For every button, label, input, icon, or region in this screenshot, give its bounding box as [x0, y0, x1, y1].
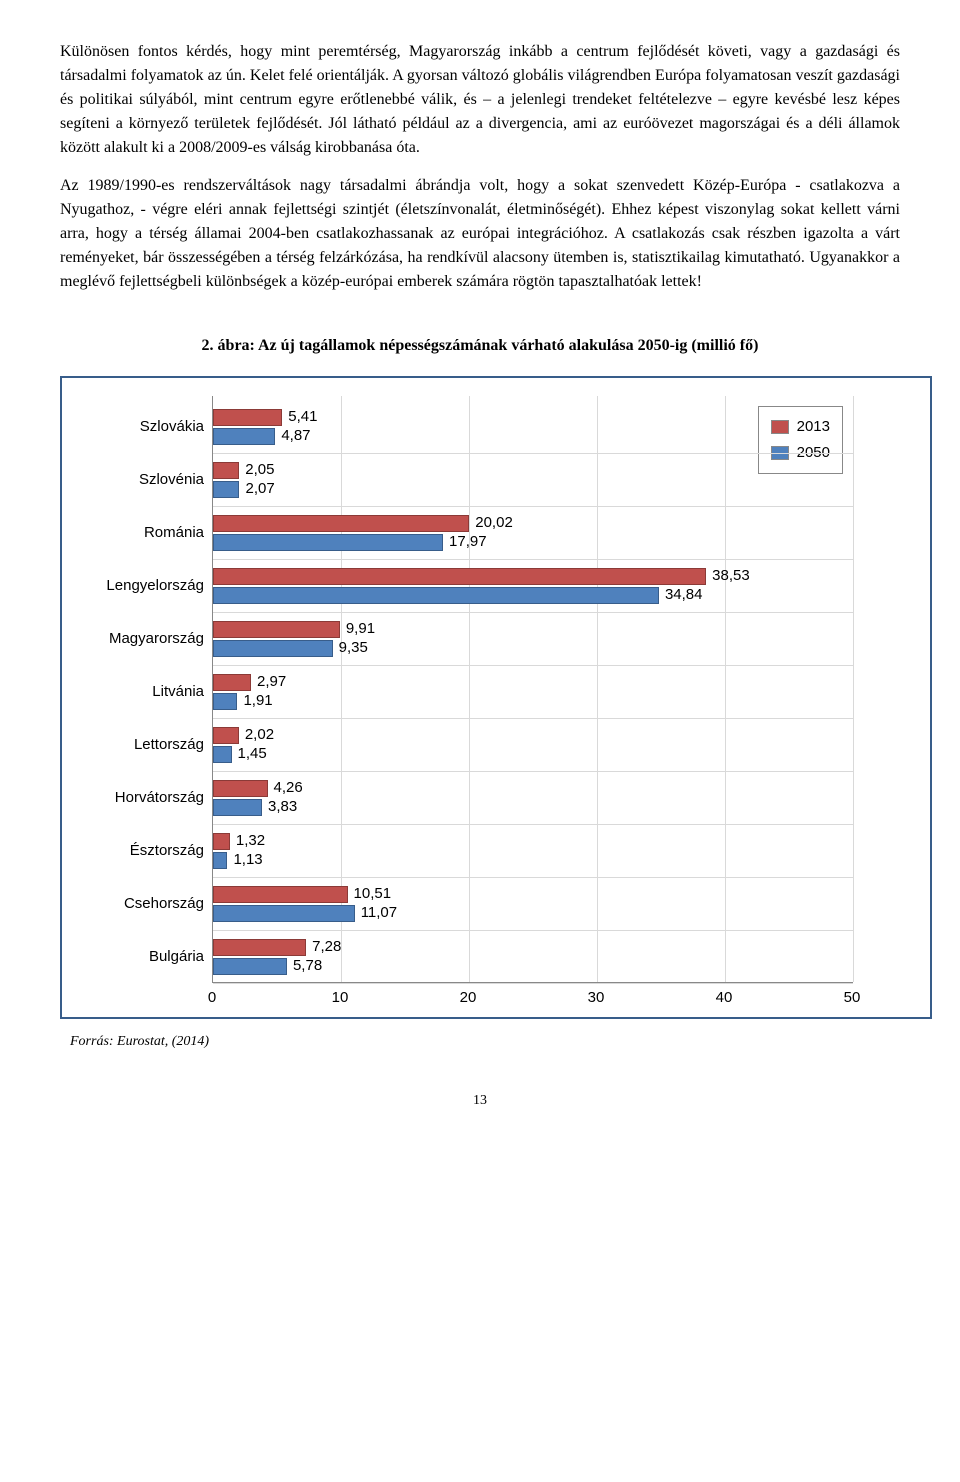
- chart-bar-2050: [213, 428, 275, 445]
- chart-y-labels: Szlovákia Szlovénia Románia Lengyelország Ma…: [82, 396, 212, 982]
- chart-gridline: [725, 396, 726, 982]
- chart-bar-2050: [213, 481, 239, 498]
- chart-x-tick: 0: [208, 987, 216, 1010]
- chart-bar-2050: [213, 852, 227, 869]
- chart-bar-label-2050: 1,13: [233, 849, 262, 872]
- chart-category-label: Magyarország: [109, 627, 204, 650]
- chart-bar-label-2050: 11,07: [361, 902, 397, 925]
- chart-bar-label-2050: 9,35: [339, 637, 368, 660]
- legend-label-2013: 2013: [797, 416, 830, 439]
- chart-bar-2013: [213, 674, 251, 691]
- chart-bar-label-2050: 34,84: [665, 584, 703, 607]
- chart-category-label: Horvátország: [115, 786, 204, 809]
- chart-gridline: [597, 396, 598, 982]
- chart-bar-2013: [213, 409, 282, 426]
- chart-container: Szlovákia Szlovénia Románia Lengyelország Ma…: [60, 376, 932, 1019]
- chart-gridline: [469, 396, 470, 982]
- chart-bar-2050: [213, 693, 237, 710]
- chart-bar-2013: [213, 833, 230, 850]
- chart-bar-2013: [213, 939, 306, 956]
- chart-bar-label-2013: 38,53: [712, 565, 750, 588]
- chart-x-axis: 01020304050: [212, 983, 910, 1007]
- chart-bar-2013: [213, 515, 469, 532]
- chart-bar-2050: [213, 905, 355, 922]
- chart-category-label: Csehország: [124, 892, 204, 915]
- chart-bar-label-2050: 4,87: [281, 425, 310, 448]
- chart-category-label: Bulgária: [149, 945, 204, 968]
- chart-plot-area: 2013 2050 5,414,872,052,0720,0217,9738,5…: [212, 396, 853, 983]
- chart-bar-label-2050: 1,91: [243, 690, 272, 713]
- chart-bar-2050: [213, 534, 443, 551]
- chart-bar-2050: [213, 799, 262, 816]
- chart-bar-2013: [213, 886, 348, 903]
- chart-bar-label-2050: 1,45: [238, 743, 267, 766]
- chart-category-label: Románia: [144, 521, 204, 544]
- chart-bar-2050: [213, 640, 333, 657]
- chart-bar-2013: [213, 462, 239, 479]
- legend-item-2013: 2013: [771, 416, 830, 439]
- chart-bar-label-2050: 17,97: [449, 531, 487, 554]
- chart-category-label: Lengyelország: [106, 574, 204, 597]
- chart-bar-label-2050: 2,07: [245, 478, 274, 501]
- chart-x-tick: 50: [844, 987, 861, 1010]
- legend-swatch-2013: [771, 420, 789, 434]
- chart-bar-2050: [213, 587, 659, 604]
- chart-x-tick: 10: [332, 987, 349, 1010]
- chart-x-tick: 30: [588, 987, 605, 1010]
- chart-bar-2013: [213, 621, 340, 638]
- chart-gridline: [853, 396, 854, 982]
- chart-category-label: Szlovákia: [140, 415, 204, 438]
- chart-source: Forrás: Eurostat, (2014): [70, 1031, 900, 1052]
- page-number: 13: [60, 1090, 900, 1111]
- chart-bar-2050: [213, 746, 232, 763]
- chart-bar-2013: [213, 568, 706, 585]
- chart-category-label: Észtország: [130, 839, 204, 862]
- chart-x-tick: 40: [716, 987, 733, 1010]
- chart-bar-2050: [213, 958, 287, 975]
- chart-legend: 2013 2050: [758, 406, 843, 474]
- chart-bar-2013: [213, 727, 239, 744]
- chart-x-tick: 20: [460, 987, 477, 1010]
- chart-bar-label-2050: 5,78: [293, 955, 322, 978]
- chart-category-label: Szlovénia: [139, 468, 204, 491]
- chart-category-label: Lettország: [134, 733, 204, 756]
- chart-bar-label-2050: 3,83: [268, 796, 297, 819]
- body-paragraph-2: Az 1989/1990-es rendszerváltások nagy tá…: [60, 174, 900, 294]
- chart-title: 2. ábra: Az új tagállamok népességszámán…: [60, 334, 900, 358]
- chart-bar-2013: [213, 780, 268, 797]
- body-paragraph-1: Különösen fontos kérdés, hogy mint perem…: [60, 40, 900, 160]
- chart-category-label: Litvánia: [152, 680, 204, 703]
